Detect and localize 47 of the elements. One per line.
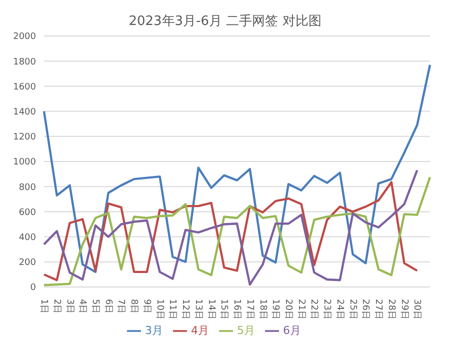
y-tick-label: 1000 bbox=[13, 158, 36, 168]
x-tick-label: 22日 bbox=[308, 299, 319, 320]
legend-label: 5月 bbox=[237, 324, 255, 337]
x-tick-label: 26日 bbox=[360, 299, 370, 320]
y-tick-label: 0 bbox=[30, 283, 36, 294]
x-tick-label: 14日 bbox=[206, 299, 216, 320]
x-tick-label: 13日 bbox=[192, 299, 203, 320]
x-tick-label: 28日 bbox=[386, 299, 396, 320]
y-tick-label: 1600 bbox=[13, 82, 36, 92]
y-tick-label: 2000 bbox=[13, 32, 36, 42]
x-tick-label: 5日 bbox=[90, 299, 100, 314]
x-tick-label: 27日 bbox=[373, 299, 384, 320]
legend-label: 4月 bbox=[191, 324, 209, 337]
x-tick-label: 25日 bbox=[347, 299, 358, 320]
x-tick-label: 20日 bbox=[283, 299, 294, 320]
x-tick-label: 19日 bbox=[270, 299, 280, 320]
y-tick-label: 1800 bbox=[13, 57, 36, 68]
x-tick-label: 21日 bbox=[296, 299, 306, 320]
x-tick-label: 30日 bbox=[412, 299, 422, 320]
x-tick-label: 24日 bbox=[334, 299, 344, 320]
x-tick-label: 1日 bbox=[38, 299, 49, 314]
y-tick-label: 1400 bbox=[13, 107, 36, 118]
line-series bbox=[42, 64, 432, 274]
y-tick-label: 200 bbox=[18, 258, 36, 268]
x-tick-label: 6日 bbox=[102, 299, 113, 314]
x-tick-label: 7日 bbox=[116, 299, 126, 314]
x-tick-label: 11日 bbox=[167, 299, 178, 320]
x-tick-label: 3日 bbox=[64, 299, 74, 314]
y-tick-label: 400 bbox=[18, 232, 36, 243]
legend-label: 3月 bbox=[145, 324, 163, 337]
x-tick-label: 15日 bbox=[218, 299, 229, 320]
x-tick-label: 23日 bbox=[322, 299, 332, 320]
x-tick-label: 29日 bbox=[398, 299, 409, 320]
chart-title: 2023年3月-6月 二手网签 对比图 bbox=[128, 13, 322, 31]
x-tick-label: 16日 bbox=[232, 299, 242, 320]
y-tick-label: 800 bbox=[18, 182, 36, 193]
y-tick-label: 600 bbox=[18, 208, 36, 218]
y-tick-label: 1200 bbox=[13, 132, 36, 143]
x-tick-label: 17日 bbox=[244, 299, 254, 320]
x-tick-label: 4日 bbox=[77, 299, 88, 314]
legend-label: 6月 bbox=[283, 324, 301, 337]
x-tick-label: 8日 bbox=[128, 299, 139, 314]
x-tick-label: 18日 bbox=[257, 299, 268, 320]
x-tick-label: 9日 bbox=[141, 299, 152, 314]
x-tick-label: 2日 bbox=[51, 299, 62, 314]
x-tick-label: 10日 bbox=[154, 299, 164, 320]
x-tick-label: 12日 bbox=[180, 299, 190, 320]
